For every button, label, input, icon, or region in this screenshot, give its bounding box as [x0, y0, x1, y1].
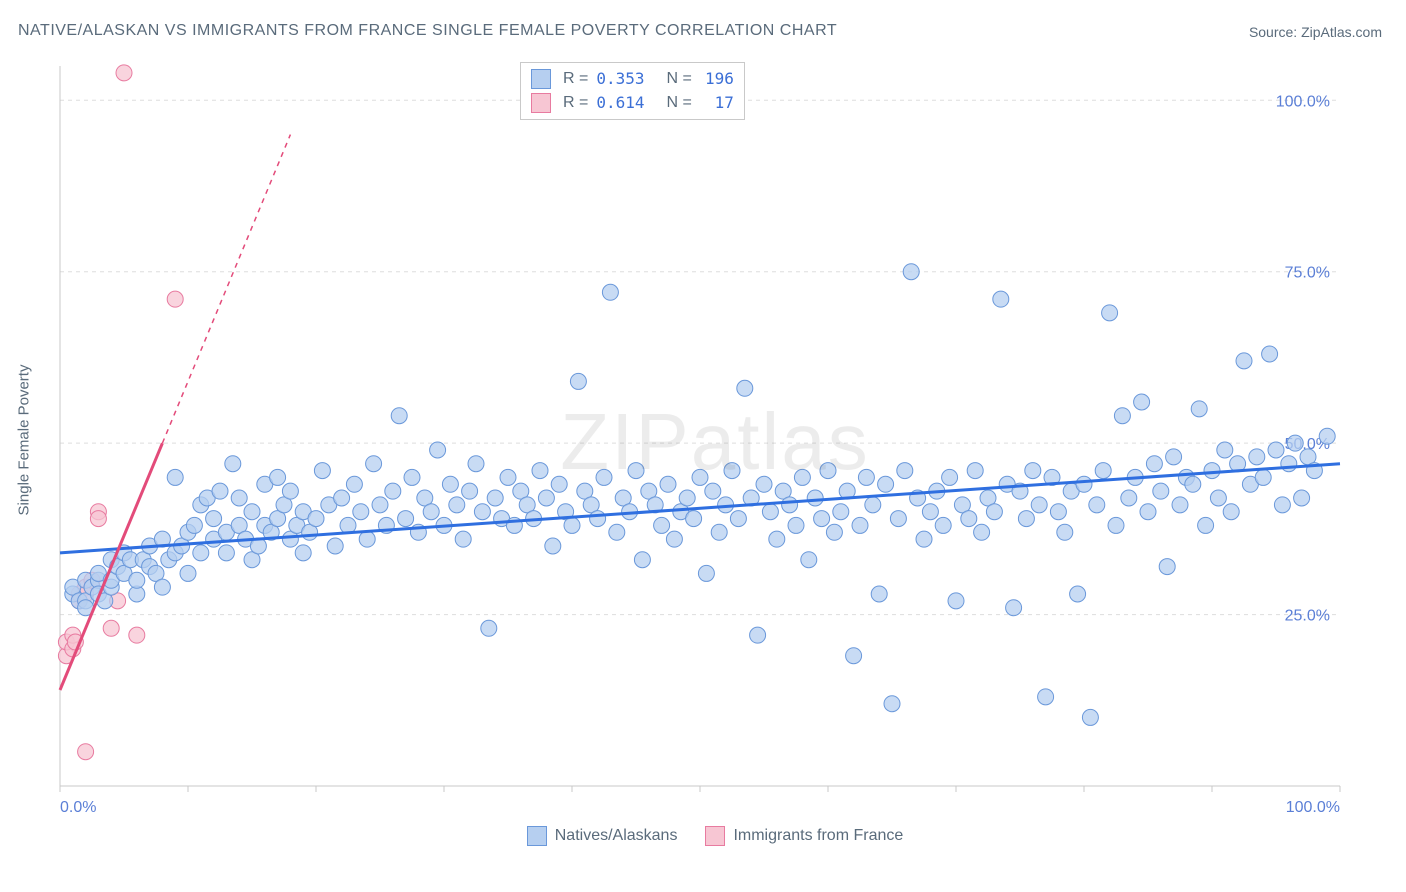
legend-stats-row-france: R = 0.614 N = 17 [531, 91, 734, 115]
legend-n-label: N = [667, 67, 692, 91]
source-link[interactable]: ZipAtlas.com [1301, 24, 1382, 40]
legend-label-natives: Natives/Alaskans [555, 827, 678, 845]
legend-r-label: R = [563, 91, 588, 115]
legend-r-value-natives: 0.353 [596, 67, 644, 91]
chart-container: ZIPatlas R = 0.353 N = 196 R = 0.614 N =… [50, 56, 1380, 846]
legend-item-france: Immigrants from France [705, 826, 903, 846]
legend-stats-row-natives: R = 0.353 N = 196 [531, 67, 734, 91]
legend-stats: R = 0.353 N = 196 R = 0.614 N = 17 [520, 62, 745, 120]
legend-swatch-natives [527, 826, 547, 846]
legend-swatch-france [531, 93, 551, 113]
svg-text:75.0%: 75.0% [1285, 265, 1330, 282]
legend-n-value-france: 17 [700, 91, 734, 115]
source-attribution: Source: ZipAtlas.com [1249, 24, 1382, 40]
legend-n-value-natives: 196 [700, 67, 734, 91]
source-label: Source: [1249, 24, 1301, 40]
chart-title: NATIVE/ALASKAN VS IMMIGRANTS FROM FRANCE… [18, 22, 837, 40]
legend-swatch-natives [531, 69, 551, 89]
svg-text:100.0%: 100.0% [1276, 93, 1330, 110]
legend-item-natives: Natives/Alaskans [527, 826, 678, 846]
chart-svg: 25.0%50.0%75.0%100.0%0.0%100.0% [50, 56, 1350, 816]
legend-series: Natives/Alaskans Immigrants from France [50, 826, 1380, 846]
legend-label-france: Immigrants from France [733, 827, 903, 845]
svg-text:100.0%: 100.0% [1286, 799, 1340, 816]
legend-r-label: R = [563, 67, 588, 91]
legend-r-value-france: 0.614 [596, 91, 644, 115]
svg-text:25.0%: 25.0% [1285, 608, 1330, 625]
svg-text:0.0%: 0.0% [60, 799, 96, 816]
y-axis-label: Single Female Poverty [16, 365, 33, 516]
legend-swatch-france [705, 826, 725, 846]
legend-n-label: N = [667, 91, 692, 115]
